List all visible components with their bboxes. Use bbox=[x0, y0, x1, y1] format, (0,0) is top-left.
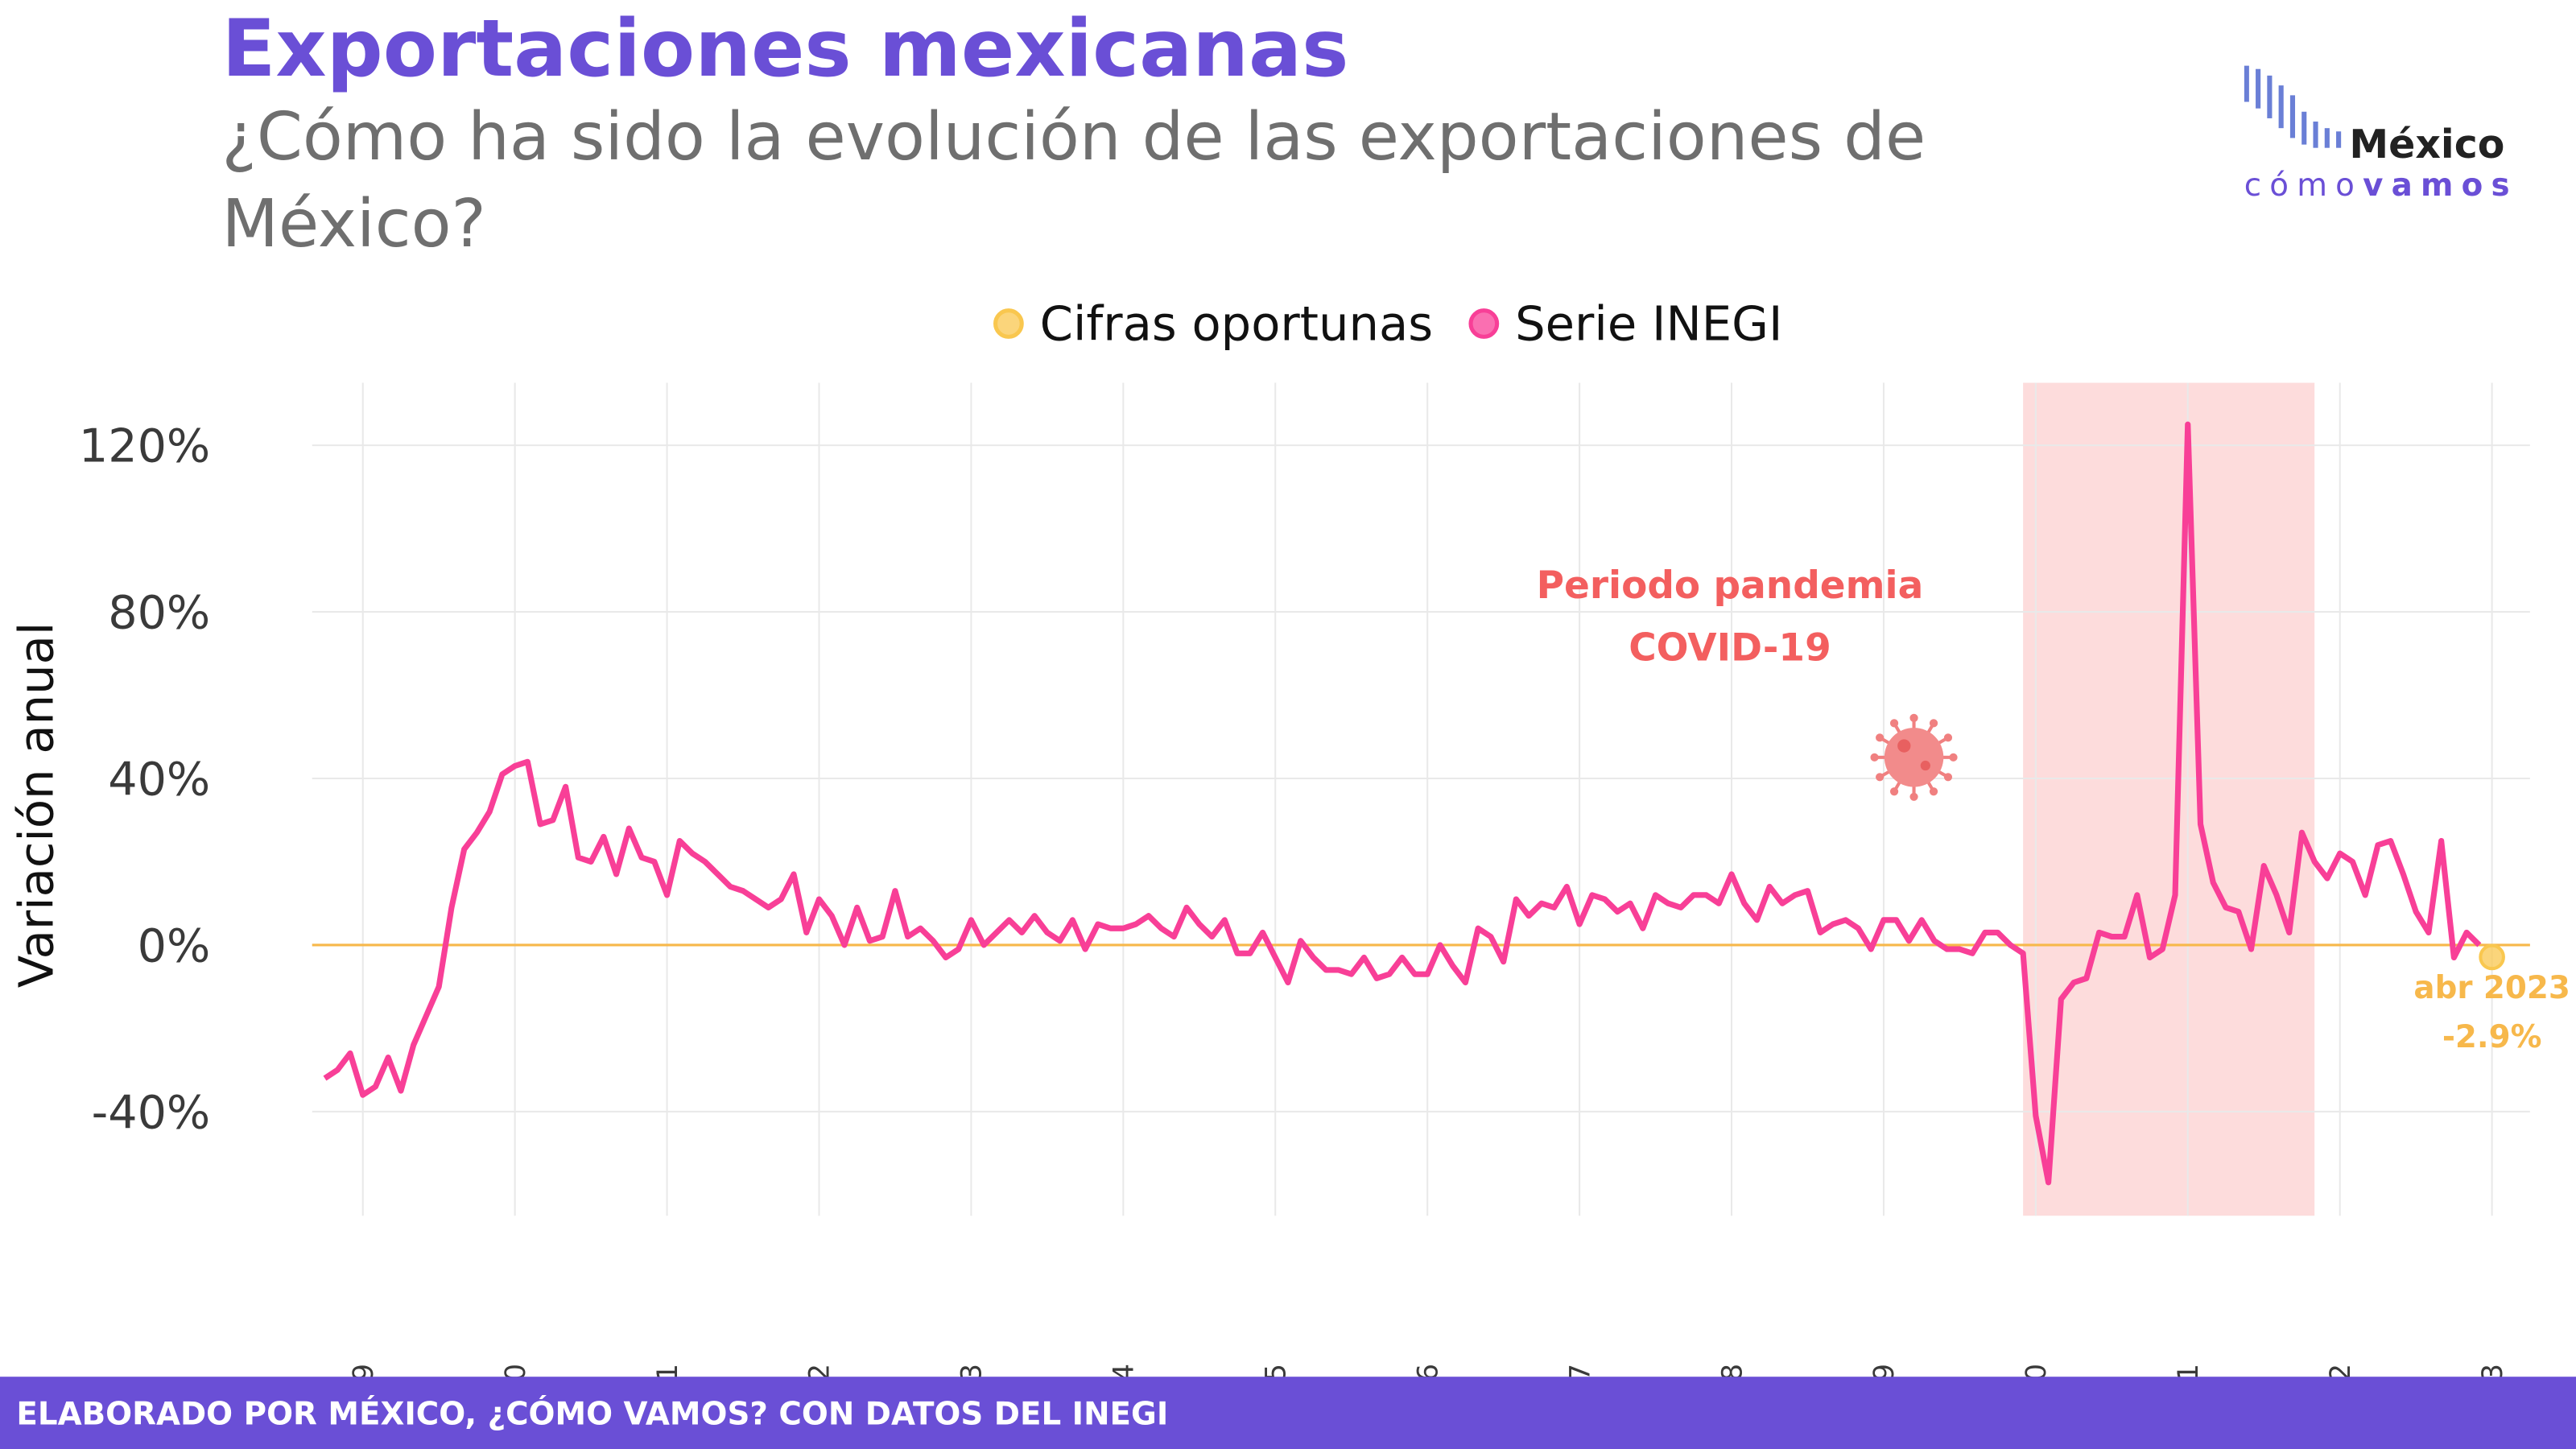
pandemic-band bbox=[2023, 382, 2315, 1216]
virus-tip bbox=[1949, 753, 1958, 762]
virus-tip bbox=[1870, 753, 1879, 762]
virus-tip bbox=[1943, 733, 1953, 742]
virus-body bbox=[1884, 728, 1944, 787]
virus-tip bbox=[1876, 773, 1885, 782]
logo-bars bbox=[2244, 65, 2342, 148]
chart-title: Exportaciones mexicanas bbox=[221, 3, 1349, 96]
virus-tip bbox=[1889, 719, 1899, 728]
virus-tip bbox=[1929, 719, 1938, 728]
virus-tip bbox=[1943, 773, 1953, 782]
point-label: abr 2023 bbox=[2413, 970, 2570, 1006]
series-line bbox=[323, 421, 2482, 1186]
logo-name: México bbox=[2349, 122, 2505, 168]
source: ELABORADO POR MÉXICO, ¿CÓMO VAMOS? CON D… bbox=[16, 1396, 1169, 1433]
virus-icon bbox=[1870, 713, 1958, 801]
legend-label: Serie INEGI bbox=[1515, 295, 1782, 351]
y-tick-label: 80% bbox=[108, 586, 210, 639]
virus-spot bbox=[1920, 760, 1930, 771]
virus-tip bbox=[1876, 733, 1885, 742]
logo-tagline: cómovamos bbox=[2244, 167, 2518, 204]
logo-tag-a: cómo bbox=[2244, 167, 2363, 204]
legend-label: Cifras oportunas bbox=[1040, 295, 1433, 351]
logo: México cómovamos bbox=[2244, 63, 2524, 211]
footer: ELABORADO POR MÉXICO, ¿CÓMO VAMOS? CON D… bbox=[0, 1377, 2576, 1449]
virus-tip bbox=[1909, 792, 1918, 801]
logo-tag-b: vamos bbox=[2363, 167, 2518, 204]
y-tick-label: 0% bbox=[138, 919, 211, 972]
data-label: -2.9% bbox=[2442, 1019, 2542, 1055]
annotation: Periodo pandemia COVID-19 bbox=[1536, 565, 1924, 671]
virus-tip bbox=[1909, 713, 1918, 722]
y-tick-label: 40% bbox=[108, 753, 210, 806]
y-tick-label: -40% bbox=[92, 1086, 211, 1139]
virus-spot bbox=[1897, 739, 1911, 753]
point bbox=[2479, 943, 2505, 971]
legend: Cifras oportunas Serie INEGI bbox=[993, 295, 1782, 351]
chart-subtitle: ¿Cómo ha sido la evolución de las export… bbox=[221, 100, 1926, 263]
virus-tip bbox=[1929, 787, 1938, 796]
virus-tip bbox=[1889, 787, 1899, 796]
legend-marker bbox=[1468, 308, 1500, 339]
y-axis-label: Variación anual bbox=[8, 622, 64, 989]
legend-marker bbox=[993, 308, 1024, 339]
y-tick-label: 120% bbox=[79, 420, 210, 473]
